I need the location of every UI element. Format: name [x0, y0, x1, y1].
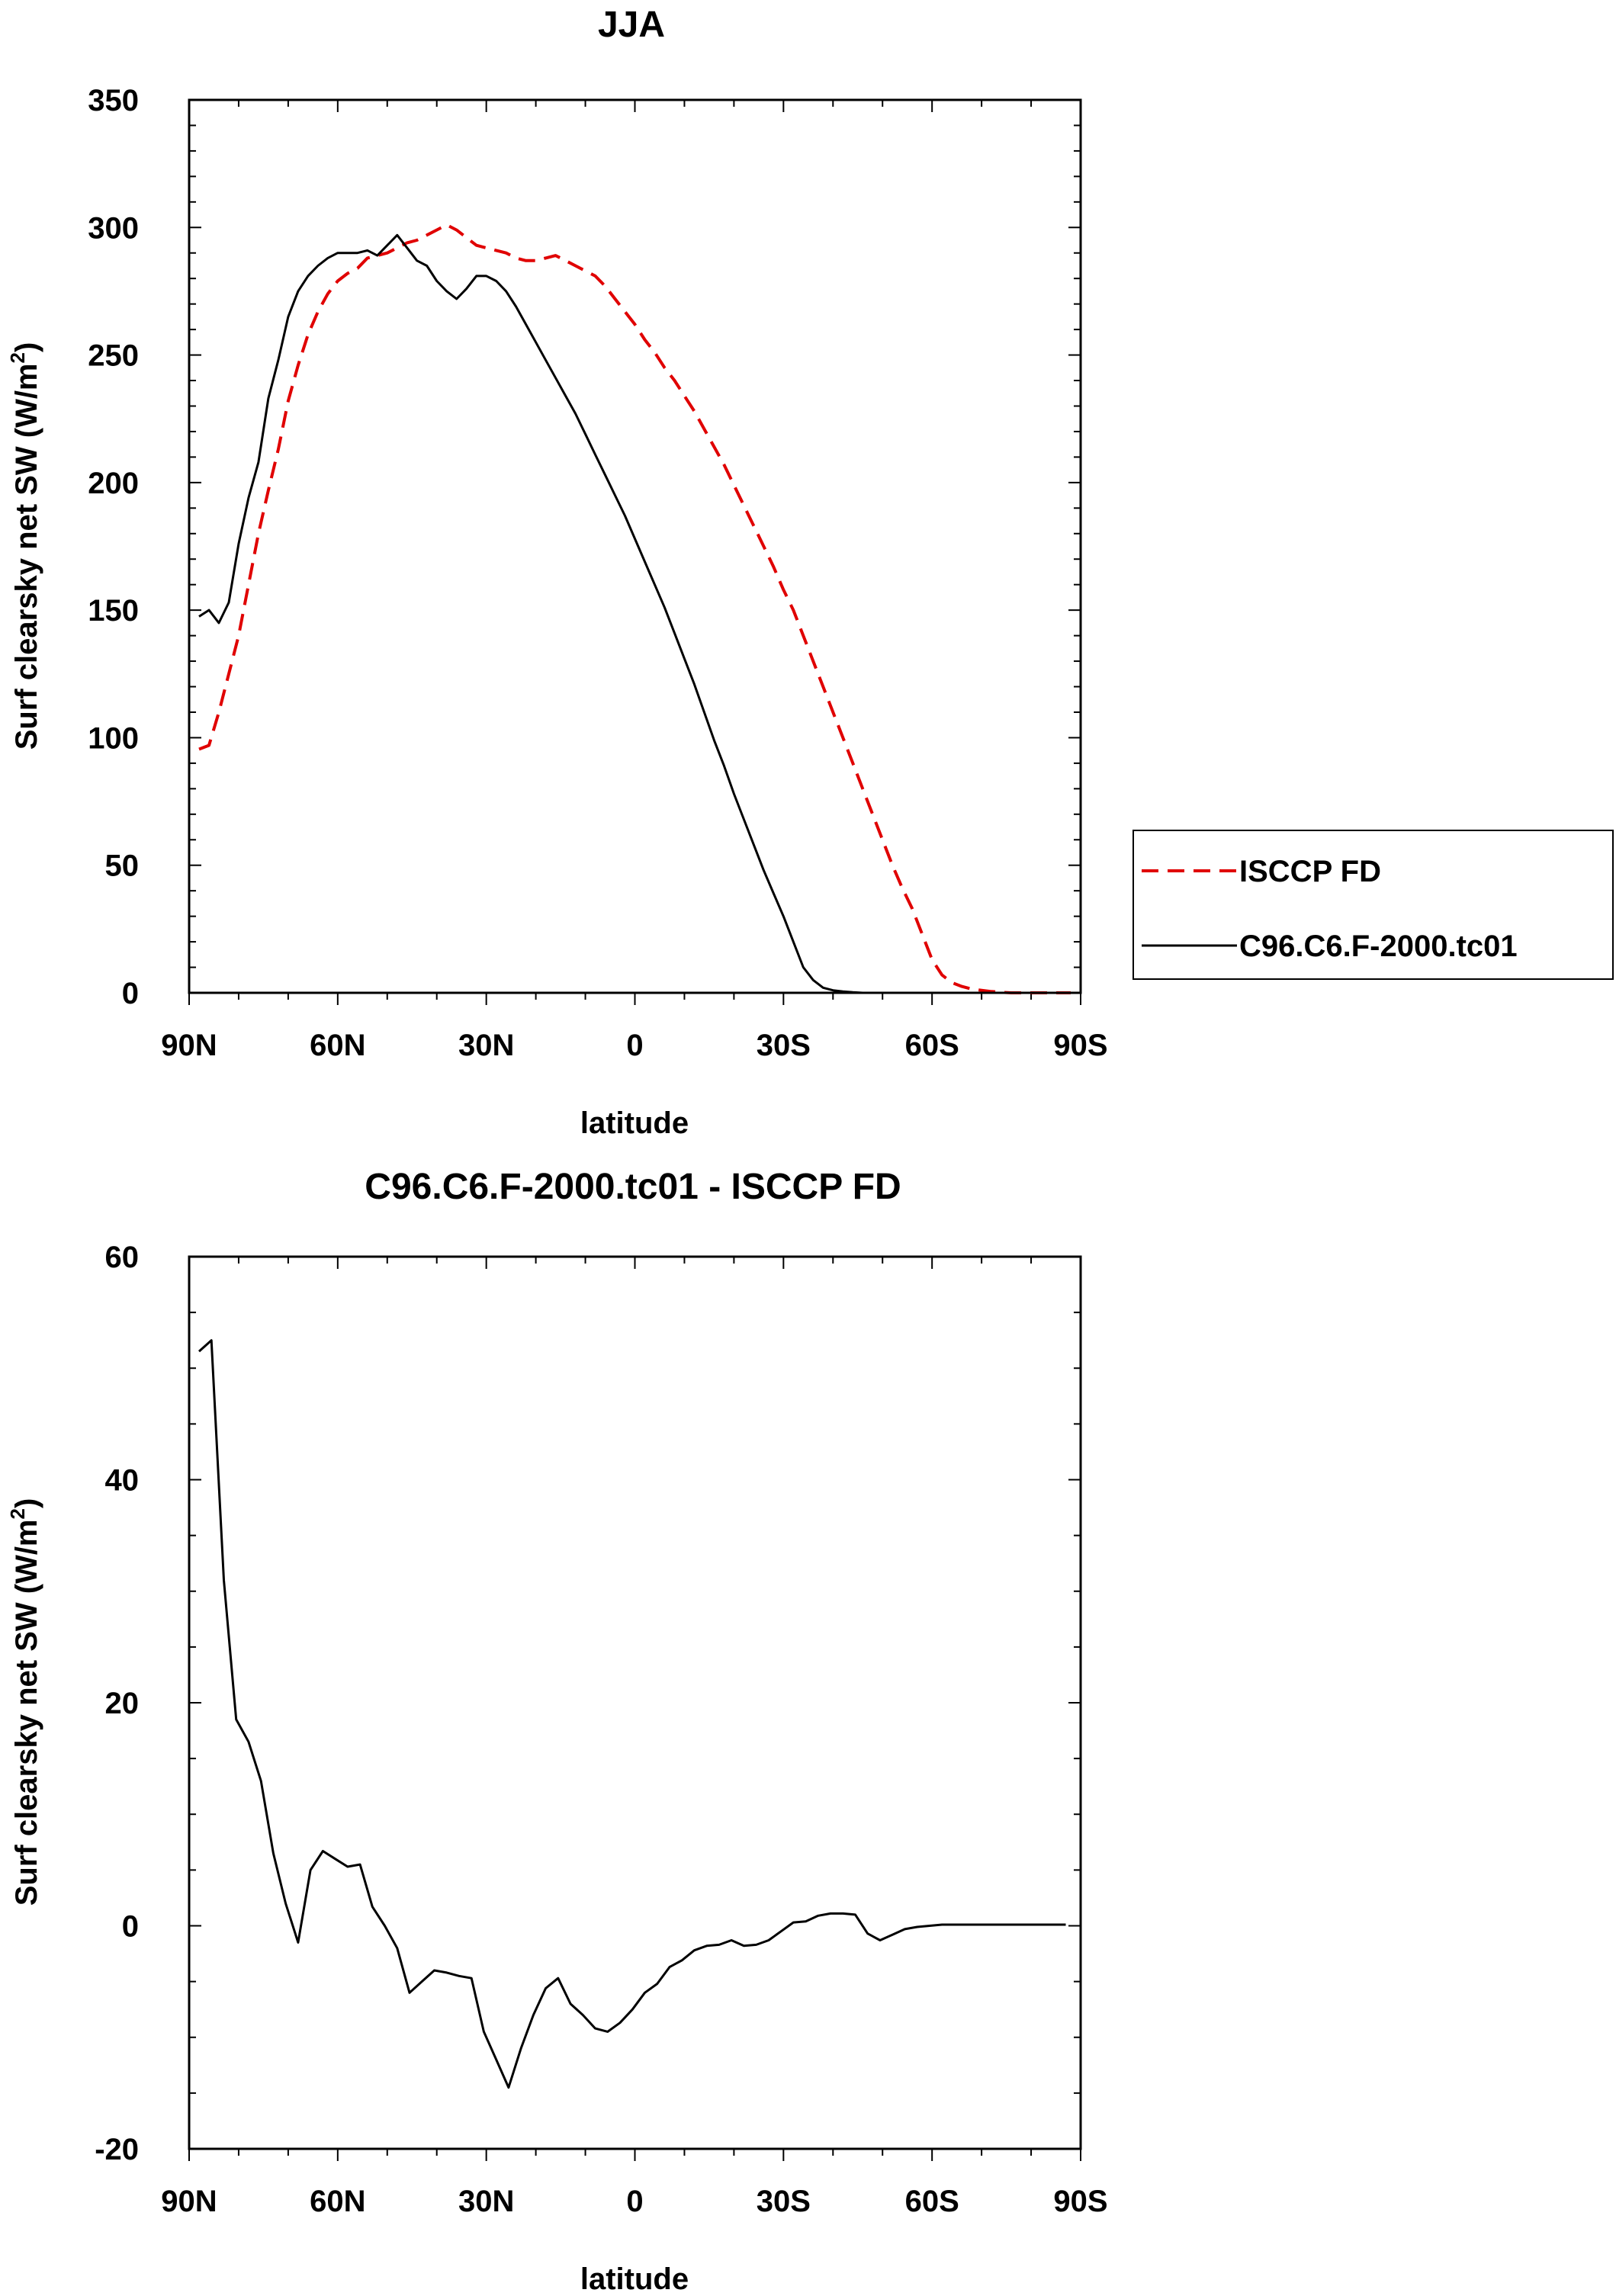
top-chart-title: JJA [598, 5, 665, 45]
bottom-y-axis-label: Surf clearsky net SW (W/m2) [6, 1498, 43, 1906]
bottom-y-tick-label: -20 [95, 2133, 139, 2166]
bottom-axis-ticks: -20 0 20 40 60 90N 60N 30N 0 30S 60S 90S [95, 1241, 1107, 2218]
top-y-tick-label: 100 [88, 721, 139, 755]
bottom-x-tick-label: 90S [1053, 2185, 1107, 2218]
top-series-lines [198, 223, 1071, 994]
top-x-tick-label: 30N [458, 1029, 514, 1062]
top-x-tick-label: 30S [757, 1029, 811, 1062]
top-x-tick-label: 0 [626, 1029, 643, 1062]
top-y-axis-label-end: ) [10, 342, 43, 352]
series-line-isccp-fd [198, 223, 1071, 994]
bottom-y-tick-label: 60 [105, 1241, 140, 1274]
bottom-y-axis-label-main: Surf clearsky net SW (W/m [10, 1520, 43, 1906]
bottom-y-axis-label-end: ) [10, 1498, 43, 1508]
bottom-x-axis-label: latitude [580, 2262, 689, 2296]
top-x-tick-label: 90S [1053, 1029, 1107, 1062]
bottom-plot-frame [188, 1255, 1082, 2150]
bottom-x-tick-label: 90N [161, 2185, 217, 2218]
top-x-tick-label: 90N [161, 1029, 217, 1062]
bottom-chart-title: C96.C6.F-2000.tc01 - ISCCP FD [365, 1167, 901, 1207]
bottom-x-tick-label: 0 [626, 2185, 643, 2218]
top-y-tick-label: 350 [88, 84, 139, 117]
series-line-c96-c6-f-2000-tc01 [198, 233, 1071, 994]
top-y-axis-label-main: Surf clearsky net SW (W/m [10, 364, 43, 750]
bottom-y-tick-label: 40 [105, 1464, 140, 1498]
top-x-tick-label: 60S [905, 1029, 959, 1062]
legend: ISCCP FD C96.C6.F-2000.tc01 [1132, 830, 1614, 980]
bottom-x-tick-label: 30S [757, 2185, 811, 2218]
bottom-series-lines [198, 1339, 1066, 2089]
bottom-x-tick-label: 30N [458, 2185, 514, 2218]
legend-label-model: C96.C6.F-2000.tc01 [1239, 930, 1518, 963]
top-y-tick-label: 150 [88, 594, 139, 628]
top-x-axis-label: latitude [580, 1106, 689, 1140]
top-chart-panel: JJA 0 50 100 150 200 250 300 350 90N 60N 30N 0 30S 60… [6, 5, 1614, 1140]
top-x-tick-label: 60N [310, 1029, 365, 1062]
legend-label-isccp-fd: ISCCP FD [1239, 855, 1381, 888]
top-y-tick-label: 300 [88, 211, 139, 245]
bottom-chart-panel: C96.C6.F-2000.tc01 - ISCCP FD -200204060… [6, 1167, 1108, 2296]
top-y-tick-label: 0 [122, 977, 139, 1010]
top-axis-ticks: 0 50 100 150 200 250 300 350 90N 60N 30N 0 30S 60S 90S [88, 84, 1107, 1062]
top-y-axis-label-sup: 2 [6, 352, 29, 363]
legend-box [1132, 830, 1614, 980]
bottom-x-tick-label: 60S [905, 2185, 959, 2218]
bottom-y-tick-label: 0 [122, 1910, 139, 1944]
top-y-tick-label: 200 [88, 467, 139, 500]
top-plot-frame [188, 98, 1082, 994]
series-line-c96-c6-f-2000-tc01-isccp-fd [198, 1339, 1066, 2089]
top-y-tick-label: 50 [105, 849, 140, 883]
bottom-y-axis-label-sup: 2 [6, 1508, 29, 1519]
top-y-tick-label: 250 [88, 339, 139, 373]
bottom-x-tick-label: 60N [310, 2185, 365, 2218]
top-y-axis-label: Surf clearsky net SW (W/m2) [6, 342, 43, 750]
bottom-y-tick-label: 20 [105, 1687, 140, 1720]
